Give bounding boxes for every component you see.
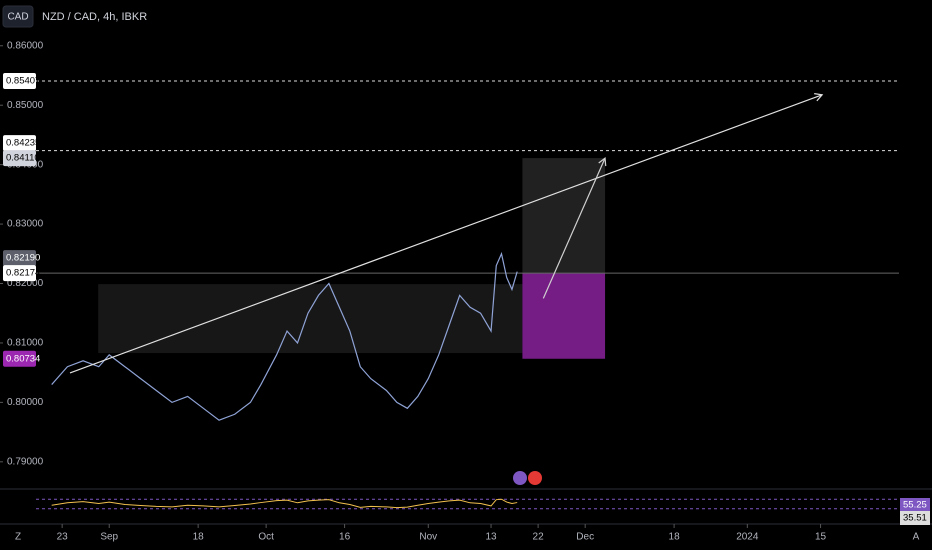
price-label: 0.85407 — [6, 76, 40, 87]
rsi-value: 55.25 — [903, 500, 927, 511]
trendline — [542, 157, 606, 299]
price-label-box — [3, 73, 36, 90]
zone — [98, 284, 523, 354]
arrow-head — [598, 156, 607, 167]
x-tick-label: Nov — [419, 532, 437, 543]
x-tick-label: Dec — [576, 532, 594, 543]
footer-right[interactable]: A — [913, 532, 920, 543]
x-tick-label: Sep — [100, 532, 118, 543]
x-tick-label: Oct — [258, 532, 274, 543]
price-label-box — [3, 135, 36, 152]
x-tick-label: 18 — [193, 532, 205, 543]
rsi-value: 35.51 — [903, 513, 927, 524]
price-label-box — [3, 250, 36, 267]
zone — [522, 158, 606, 274]
price-label-box — [3, 350, 36, 367]
y-tick-label: 0.85000 — [7, 100, 44, 111]
x-tick-label: 13 — [485, 532, 497, 543]
rsi-value-box — [900, 511, 930, 525]
y-tick-label: 0.83000 — [7, 219, 44, 230]
event-icon[interactable] — [528, 471, 542, 485]
price-label: 0.82190 — [6, 253, 40, 264]
event-icon[interactable] — [513, 471, 527, 485]
price-label: 0.82174 — [6, 268, 40, 279]
x-tick-label: 18 — [669, 532, 681, 543]
zone — [522, 273, 606, 359]
arrow-head — [814, 93, 824, 102]
x-tick-label: 15 — [815, 532, 827, 543]
rsi-value-box — [900, 498, 930, 512]
x-tick-label: 22 — [533, 532, 545, 543]
currency-button[interactable] — [2, 5, 34, 28]
price-label-box — [3, 150, 36, 167]
rsi-line — [51, 498, 518, 509]
price-label-box — [3, 265, 36, 282]
footer-left[interactable]: Z — [15, 532, 21, 543]
price-label: 0.84110 — [6, 153, 40, 164]
y-tick-label: 0.82000 — [7, 278, 44, 289]
trendline — [69, 94, 823, 374]
price-line — [51, 251, 518, 421]
y-tick-label: 0.80000 — [7, 397, 44, 408]
x-tick-label: 2024 — [736, 532, 759, 543]
y-tick-label: 0.79000 — [7, 456, 44, 467]
price-label: 0.80734 — [6, 353, 40, 364]
y-tick-label: 0.86000 — [7, 40, 44, 51]
currency-button-label: CAD — [7, 12, 28, 23]
x-tick-label: 16 — [339, 532, 351, 543]
x-tick-label: 23 — [57, 532, 69, 543]
y-tick-label: 0.81000 — [7, 338, 44, 349]
symbol-title: NZD / CAD, 4h, IBKR — [42, 11, 147, 23]
price-label: 0.84235 — [6, 138, 40, 149]
